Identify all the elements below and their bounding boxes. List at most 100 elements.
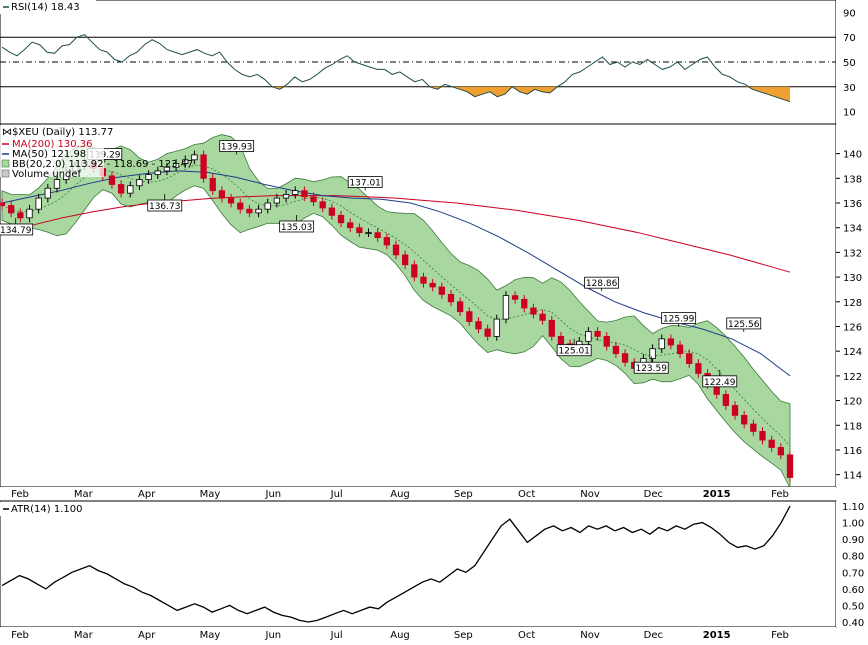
candle-body xyxy=(557,335,565,345)
atr-tick-0.90: 0.90 xyxy=(842,535,864,546)
candle-body xyxy=(255,208,262,214)
candle-body xyxy=(227,197,235,204)
candle-body xyxy=(420,276,427,284)
annotation-box xyxy=(0,223,34,236)
candle-body xyxy=(35,197,42,210)
month-label-oct: Oct xyxy=(518,630,535,641)
rsi-legend: RSI(14) 18.43 xyxy=(11,2,80,13)
rsi-tick-50: 50 xyxy=(843,58,856,69)
candle-body xyxy=(750,423,757,432)
candle-body xyxy=(145,174,152,180)
price-legend-box xyxy=(0,125,104,177)
month-label-feb: Feb xyxy=(771,489,789,500)
candle-body xyxy=(402,254,409,266)
candle-body xyxy=(356,227,363,234)
candle-body xyxy=(411,264,418,278)
annotation-box xyxy=(347,176,383,188)
candle-body xyxy=(310,196,317,203)
candle-body xyxy=(328,207,336,216)
legend-ma50: MA(50) 121.98 xyxy=(12,149,86,160)
annotation-box xyxy=(147,199,183,212)
atr-axis-ticks: 1.10 1.00 0.90 0.80 0.70 0.60 0.50 0.40 xyxy=(842,502,864,629)
annotation-box xyxy=(633,361,669,374)
bb-legend-swatch xyxy=(1,159,10,168)
candle-body xyxy=(695,363,702,374)
price-tick-122: 122 xyxy=(843,372,862,383)
candle-body xyxy=(209,177,216,192)
atr-tick-0.70: 0.70 xyxy=(842,568,864,579)
legend-ma200: MA(200) 130.36 xyxy=(12,139,93,150)
month-label-mar: Mar xyxy=(74,630,94,641)
legend-bb: BB(20,2.0) 113.92 - 118.69 - 123.47 xyxy=(12,159,193,170)
month-label-jun: Jun xyxy=(265,489,282,500)
candle-body xyxy=(273,197,281,204)
atr-tick-1.10: 1.10 xyxy=(842,502,864,513)
candle-body xyxy=(282,193,290,199)
candle-body xyxy=(182,159,189,164)
atr-legend: ATR(14) 1.100 xyxy=(11,504,82,515)
candle-body xyxy=(264,202,271,210)
annotation-box xyxy=(661,312,697,325)
annotation-122.49: 122.49 xyxy=(704,378,736,388)
last-price: 113.77 xyxy=(78,127,113,138)
candle-body xyxy=(17,212,24,219)
atr-line xyxy=(1,505,791,623)
ma200-line xyxy=(1,195,791,273)
candle-body xyxy=(383,237,390,246)
candle-body xyxy=(530,307,537,315)
candle-body xyxy=(8,205,15,214)
candle-body xyxy=(53,179,61,189)
candle-body xyxy=(246,208,253,214)
candle-body xyxy=(786,454,794,478)
annotation-125.56: 125.56 xyxy=(728,320,760,330)
rsi-axis-ticks: 90 70 50 30 10 xyxy=(843,8,856,118)
month-label-jun: Jun xyxy=(265,630,282,641)
candle-body xyxy=(502,295,510,320)
annotation-box xyxy=(279,220,315,233)
annotation-125.01: 125.01 xyxy=(558,347,590,357)
month-label-sep: Sep xyxy=(454,630,473,641)
candle-body xyxy=(117,184,125,194)
candle-body xyxy=(365,232,372,235)
price-tick-114: 114 xyxy=(843,471,862,482)
legend-volume: Volume undef xyxy=(12,169,82,180)
candle-body xyxy=(337,214,345,224)
month-label-jul: Jul xyxy=(330,630,343,641)
candle-body xyxy=(548,319,555,337)
price-tick-132: 132 xyxy=(843,248,862,259)
candle-body xyxy=(676,344,684,355)
candle-body xyxy=(585,331,592,342)
month-label-dec: Dec xyxy=(644,630,663,641)
month-label-2015: 2015 xyxy=(703,630,731,641)
ma50-line xyxy=(1,170,791,377)
annotation-135.03: 135.03 xyxy=(281,223,313,233)
price-panel: 140 138 136 134 132 130 128 126 124 122 120 118 116 1… xyxy=(0,123,868,501)
month-label-dec: Dec xyxy=(644,489,663,500)
rsi-line xyxy=(1,34,791,103)
month-label-oct: Oct xyxy=(518,489,535,500)
month-label-apr: Apr xyxy=(138,489,156,500)
month-label-feb: Feb xyxy=(11,630,29,641)
bollinger-middle xyxy=(1,164,791,447)
month-label-mar: Mar xyxy=(74,489,94,500)
month-label-feb: Feb xyxy=(771,630,789,641)
candle-body xyxy=(44,187,51,199)
annotation-box xyxy=(726,317,762,330)
atr-tick-0.40: 0.40 xyxy=(842,618,864,629)
atr-axis-strip xyxy=(836,501,868,627)
candle-body xyxy=(466,311,473,322)
candle-body xyxy=(777,447,784,456)
annotation-139.29: 139.29 xyxy=(89,150,121,160)
candle-body xyxy=(172,163,180,168)
rsi-axis-strip xyxy=(836,0,868,124)
candle-body xyxy=(768,439,775,448)
price-month-labels: Feb Mar Apr May Jun Jul Aug Sep Oct Nov Dec 2015 Feb xyxy=(11,489,789,500)
month-label-sep: Sep xyxy=(454,489,473,500)
candle-body xyxy=(154,170,161,176)
month-label-apr: Apr xyxy=(138,630,156,641)
price-tick-134: 134 xyxy=(843,224,862,235)
atr-tick-0.50: 0.50 xyxy=(842,601,864,612)
price-axis-strip xyxy=(836,124,868,487)
rsi-tick-30: 30 xyxy=(843,83,856,94)
